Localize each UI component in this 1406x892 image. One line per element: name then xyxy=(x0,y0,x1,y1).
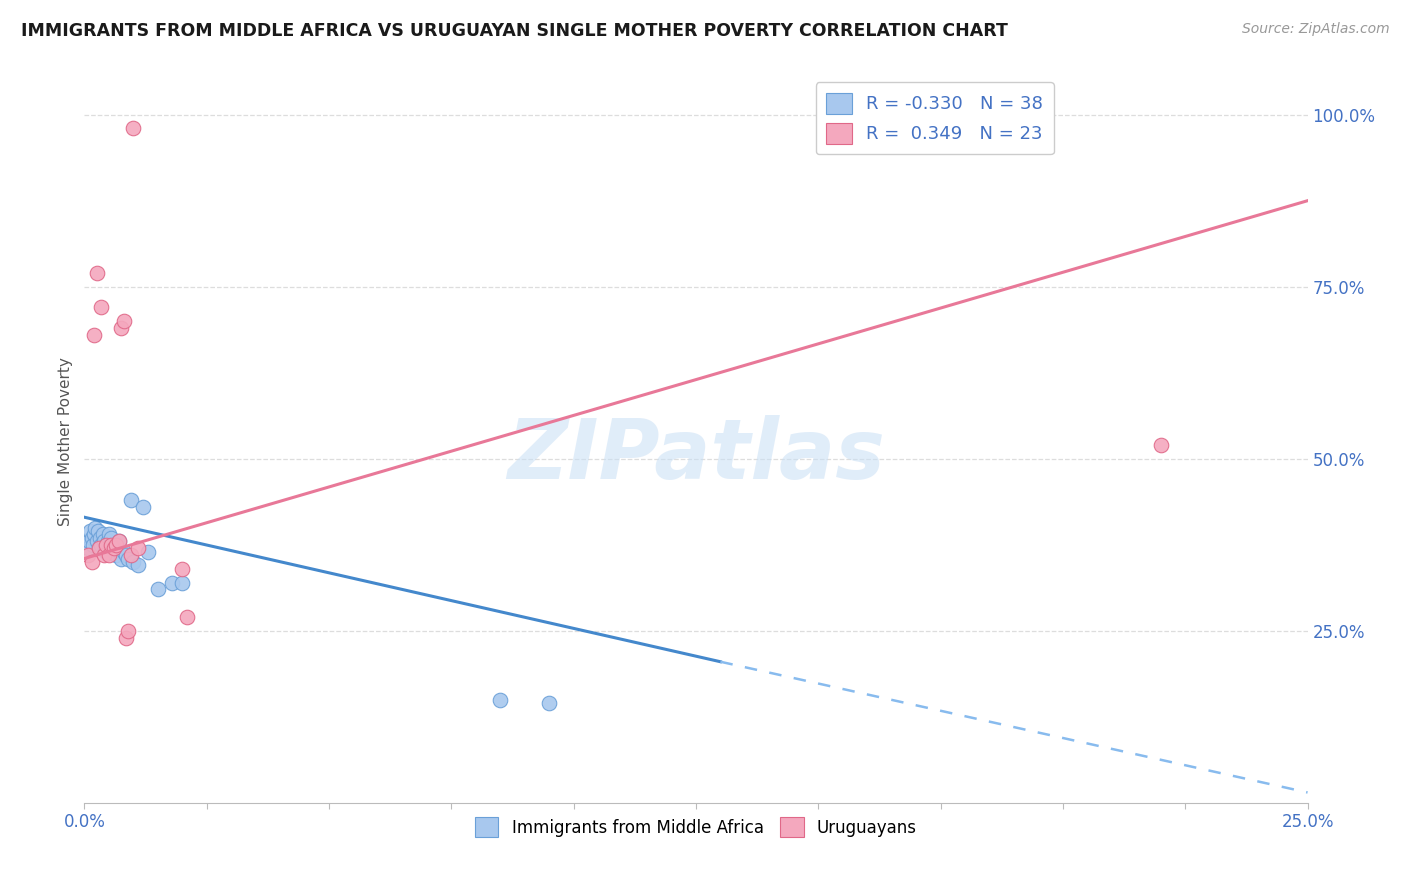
Point xyxy=(538,696,561,710)
Point xyxy=(77,548,100,562)
Point xyxy=(100,538,122,552)
Point xyxy=(97,527,120,541)
Point xyxy=(127,558,149,573)
Point xyxy=(90,301,112,315)
Point xyxy=(107,534,129,549)
Legend: Immigrants from Middle Africa, Uruguayans: Immigrants from Middle Africa, Uruguayan… xyxy=(467,809,925,845)
Point xyxy=(489,692,512,706)
Point xyxy=(91,527,114,541)
Point xyxy=(105,538,128,552)
Point xyxy=(94,541,117,556)
Point xyxy=(79,524,101,538)
Point xyxy=(117,624,139,638)
Point xyxy=(1150,438,1173,452)
Point xyxy=(172,575,194,590)
Point xyxy=(77,541,100,556)
Point xyxy=(117,551,139,566)
Text: Source: ZipAtlas.com: Source: ZipAtlas.com xyxy=(1241,22,1389,37)
Point xyxy=(96,538,118,552)
Point xyxy=(115,631,138,645)
Point xyxy=(90,538,112,552)
Point xyxy=(105,548,128,562)
Point xyxy=(84,520,107,534)
Point xyxy=(100,531,122,545)
Point xyxy=(89,531,111,545)
Point xyxy=(83,327,105,342)
Point xyxy=(86,534,108,549)
Text: IMMIGRANTS FROM MIDDLE AFRICA VS URUGUAYAN SINGLE MOTHER POVERTY CORRELATION CHA: IMMIGRANTS FROM MIDDLE AFRICA VS URUGUAY… xyxy=(21,22,1008,40)
Point xyxy=(96,544,118,558)
Point xyxy=(120,548,142,562)
Point xyxy=(110,321,132,335)
Point xyxy=(103,544,125,558)
Text: ZIPatlas: ZIPatlas xyxy=(508,416,884,497)
Point xyxy=(107,534,129,549)
Point xyxy=(98,538,121,552)
Point xyxy=(103,541,125,556)
Point xyxy=(146,582,169,597)
Point xyxy=(122,121,145,136)
Point xyxy=(97,548,120,562)
Point xyxy=(80,555,103,569)
Point xyxy=(87,524,110,538)
Point xyxy=(120,493,142,508)
Point xyxy=(122,555,145,569)
Point xyxy=(112,544,135,558)
Point xyxy=(136,544,159,558)
Point xyxy=(93,548,115,562)
Point xyxy=(176,610,198,624)
Point xyxy=(127,541,149,556)
Y-axis label: Single Mother Poverty: Single Mother Poverty xyxy=(58,357,73,526)
Point xyxy=(86,266,108,280)
Point xyxy=(97,534,120,549)
Point xyxy=(172,562,194,576)
Point xyxy=(162,575,184,590)
Point xyxy=(112,314,135,328)
Point xyxy=(82,538,104,552)
Point xyxy=(87,541,110,556)
Point xyxy=(77,534,100,549)
Point xyxy=(93,534,115,549)
Point xyxy=(115,548,138,562)
Point xyxy=(132,500,155,514)
Point xyxy=(101,541,124,556)
Point xyxy=(87,541,110,556)
Point xyxy=(110,551,132,566)
Point xyxy=(83,527,105,541)
Point xyxy=(80,531,103,545)
